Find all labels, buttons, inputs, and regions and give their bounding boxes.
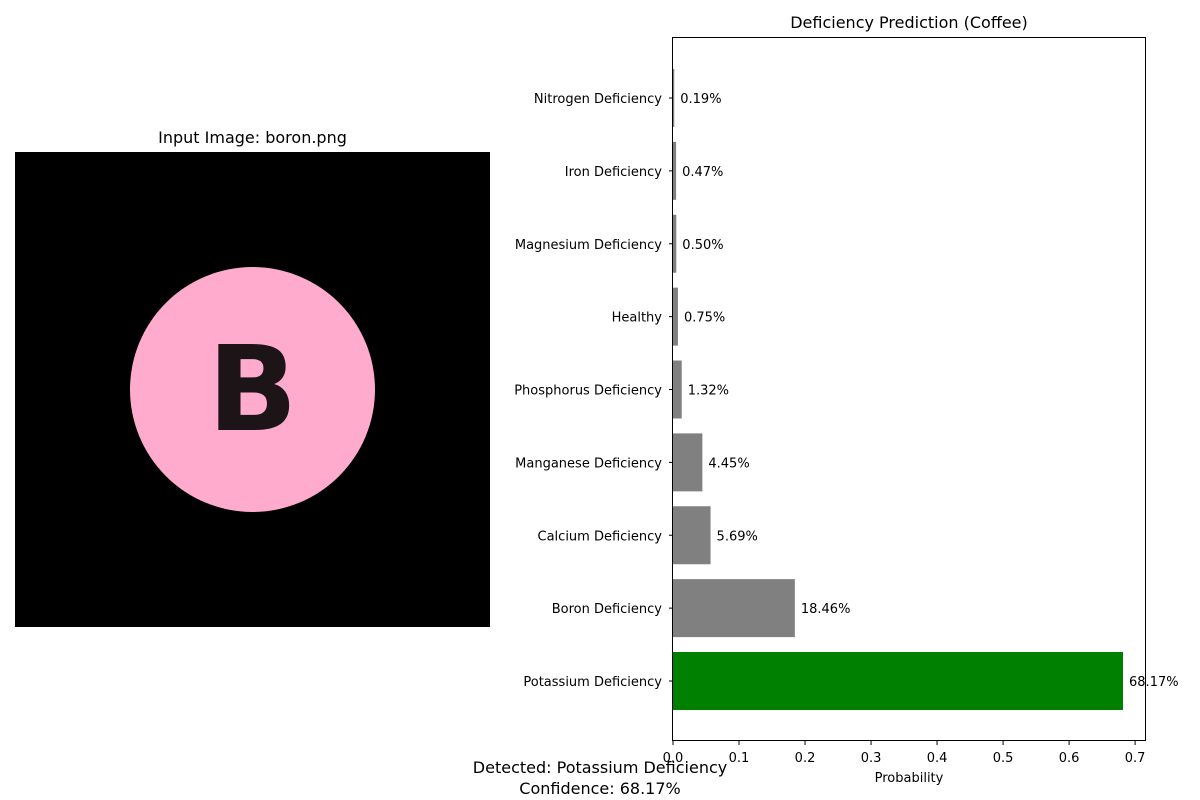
- bar-5: [673, 287, 678, 346]
- x-tick-label-4: 0.4: [927, 751, 948, 766]
- plot-frame: [672, 37, 1146, 741]
- category-label-8: Nitrogen Deficiency: [534, 92, 662, 107]
- category-label-6: Magnesium Deficiency: [515, 238, 662, 253]
- x-tick-label-3: 0.3: [861, 751, 882, 766]
- value-label-2: 5.69%: [717, 529, 758, 544]
- x-tick-label-2: 0.2: [795, 751, 816, 766]
- value-label-0: 68.17%: [1129, 675, 1179, 690]
- category-label-0: Potassium Deficiency: [523, 675, 662, 690]
- bar-0: [673, 652, 1124, 710]
- value-label-7: 0.47%: [682, 165, 723, 180]
- value-label-8: 0.19%: [680, 92, 721, 107]
- category-label-4: Phosphorus Deficiency: [514, 384, 662, 399]
- x-tick-label-5: 0.5: [993, 751, 1014, 766]
- bar-1: [673, 579, 795, 638]
- category-label-1: Boron Deficiency: [552, 602, 663, 617]
- category-label-5: Healthy: [612, 311, 663, 326]
- value-label-1: 18.46%: [801, 602, 851, 617]
- category-label-3: Manganese Deficiency: [515, 456, 662, 471]
- value-label-5: 0.75%: [684, 311, 725, 326]
- detection-result: Detected: Potassium Deficiency Confidenc…: [400, 757, 800, 799]
- chart-title: Deficiency Prediction (Coffee): [790, 13, 1028, 32]
- category-labels-layer: Potassium Deficiency Boron Deficiency Calc…: [514, 92, 673, 690]
- input-image-title: Input Image: boron.png: [158, 128, 347, 147]
- bar-8: [673, 69, 675, 127]
- x-tick-label-6: 0.6: [1059, 751, 1080, 766]
- confidence-text: Confidence: 68.17%: [519, 779, 681, 798]
- input-image: B: [15, 152, 490, 627]
- x-tick-label-7: 0.7: [1125, 751, 1146, 766]
- bars-layer: [673, 69, 1124, 710]
- detected-text: Detected: Potassium Deficiency: [472, 758, 728, 777]
- value-label-3: 4.45%: [708, 456, 749, 471]
- bar-4: [673, 360, 682, 419]
- bar-7: [673, 141, 677, 200]
- value-label-6: 0.50%: [682, 238, 723, 253]
- bar-2: [673, 506, 711, 565]
- x-axis-label: Probability: [875, 771, 944, 786]
- bar-3: [673, 433, 703, 492]
- boron-letter-b: B: [207, 320, 298, 458]
- x-tick-label-1: 0.1: [729, 751, 750, 766]
- boron-circle: B: [130, 267, 375, 512]
- bar-6: [673, 214, 677, 273]
- x-ticks-layer: 0.0 0.1 0.2 0.3 0.4 0.5 0.6 0.7: [663, 740, 1146, 766]
- category-label-7: Iron Deficiency: [565, 165, 663, 180]
- value-labels-layer: 68.17% 18.46% 5.69% 4.45% 1.32% 0.75% 0.50% 0.4…: [680, 92, 1178, 690]
- value-label-4: 1.32%: [688, 384, 729, 399]
- x-tick-label-0: 0.0: [663, 751, 684, 766]
- category-label-2: Calcium Deficiency: [538, 529, 663, 544]
